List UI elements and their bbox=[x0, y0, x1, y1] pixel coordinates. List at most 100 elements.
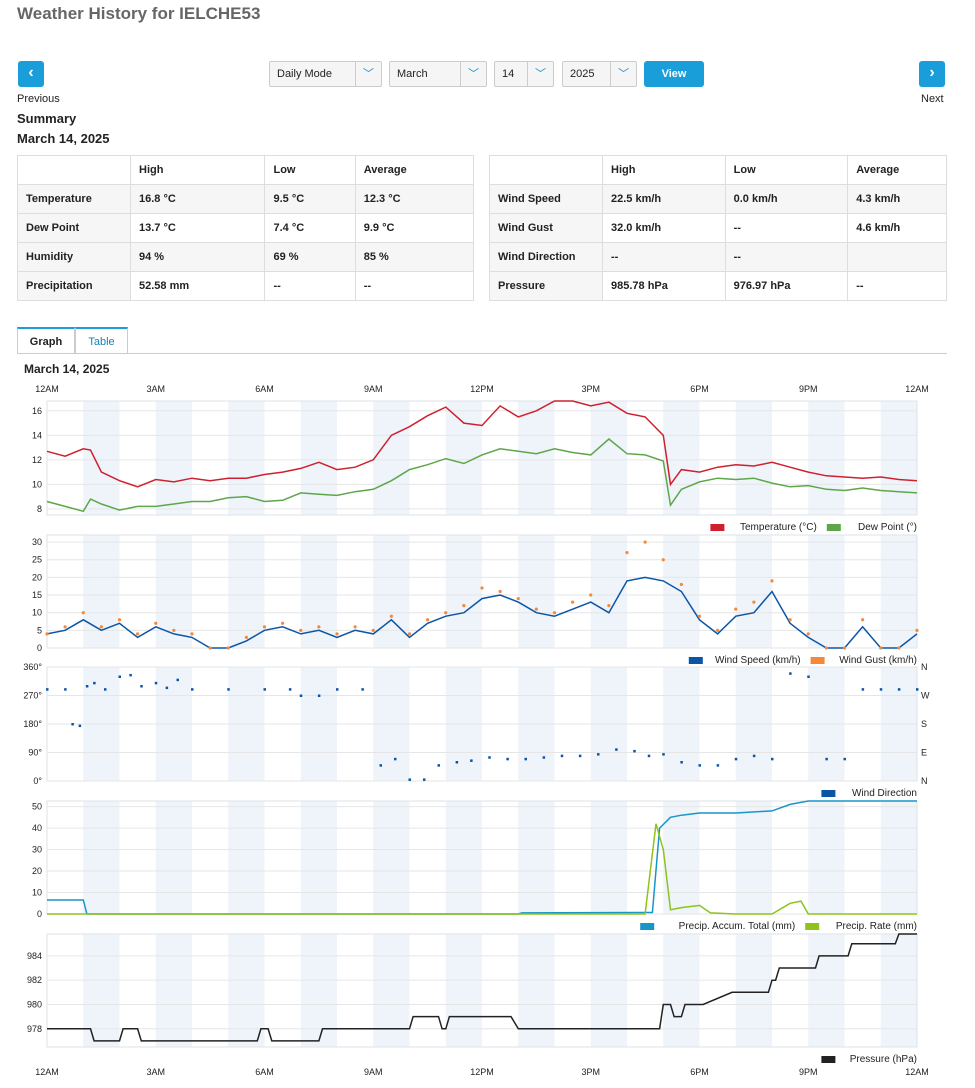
wind-gust-point bbox=[444, 611, 448, 615]
wind-gust-point bbox=[335, 632, 339, 636]
wind-gust-point bbox=[154, 621, 158, 625]
cell-value: 9.9 °C bbox=[354, 213, 475, 243]
tab-table[interactable]: Table bbox=[75, 327, 128, 354]
time-tick-label: 12PM bbox=[470, 384, 494, 394]
series-line bbox=[47, 800, 917, 915]
wind-gust-point bbox=[117, 618, 122, 622]
legend-swatch bbox=[688, 657, 703, 664]
hour-band bbox=[445, 401, 482, 515]
compass-label: N bbox=[921, 776, 928, 786]
wind-gust-point bbox=[45, 632, 49, 636]
hour-band bbox=[445, 667, 482, 781]
summary-table-left: High Low Average Temperature 16.8 °C 9.5 °C 12… bbox=[17, 155, 475, 301]
wind-gust-point bbox=[552, 611, 557, 615]
year-select[interactable]: 2025 ﹀ bbox=[562, 61, 637, 87]
wind-gust-point bbox=[63, 625, 67, 629]
wind-direction-point bbox=[423, 778, 426, 781]
year-value: 2025 bbox=[570, 68, 595, 80]
previous-label[interactable]: Previous bbox=[17, 93, 60, 105]
hour-band bbox=[300, 667, 337, 781]
column-header: Low bbox=[724, 155, 849, 185]
next-button[interactable]: › bbox=[919, 61, 945, 87]
hour-band bbox=[228, 535, 265, 648]
wind-gust-point bbox=[534, 607, 538, 611]
wind-gust-point bbox=[498, 589, 502, 594]
legend-label: Temperature (°C) bbox=[740, 522, 817, 533]
wind-gust-point bbox=[607, 604, 611, 608]
tab-graph[interactable]: Graph bbox=[17, 327, 75, 354]
wind-direction-point bbox=[647, 754, 651, 758]
wind-direction-point bbox=[154, 681, 158, 685]
plot-frame bbox=[46, 400, 918, 516]
chevron-down-icon: ﹀ bbox=[610, 62, 636, 86]
wind-direction-point bbox=[633, 749, 636, 753]
wind-direction-point bbox=[524, 757, 527, 761]
legend-swatch bbox=[821, 790, 836, 797]
row-label: Humidity bbox=[17, 242, 131, 272]
legend-label: Precip. Accum. Total (mm) bbox=[679, 921, 796, 932]
cell-value: 12.3 °C bbox=[354, 184, 475, 214]
hour-band bbox=[518, 401, 555, 515]
wind-direction-point bbox=[615, 748, 618, 751]
series-line bbox=[46, 438, 918, 513]
wind-gust-point bbox=[861, 618, 865, 622]
graph-date: March 14, 2025 bbox=[24, 362, 110, 376]
y-tick-label: 16 bbox=[32, 406, 42, 416]
y-tick-label: 0 bbox=[37, 643, 42, 653]
y-tick-label: 15 bbox=[32, 590, 42, 600]
tabs-divider bbox=[17, 353, 947, 354]
wind-direction-point bbox=[825, 757, 828, 761]
legend-swatch bbox=[826, 524, 841, 531]
wind-gust-point bbox=[426, 618, 430, 622]
wind-direction-point bbox=[916, 688, 919, 691]
cell-value: -- bbox=[264, 271, 356, 301]
day-select[interactable]: 14 ﹀ bbox=[494, 61, 554, 87]
hour-band bbox=[590, 934, 627, 1047]
wind-direction-point bbox=[46, 688, 49, 691]
hour-band bbox=[735, 535, 772, 648]
chevron-right-icon: › bbox=[929, 64, 935, 81]
hour-band bbox=[445, 535, 482, 648]
hour-band bbox=[735, 934, 772, 1047]
series-line bbox=[46, 400, 918, 488]
time-tick-label: 12AM bbox=[35, 1067, 59, 1077]
hour-band bbox=[880, 535, 917, 648]
wind-direction-point bbox=[734, 757, 738, 761]
wind-direction-point bbox=[578, 754, 582, 758]
cell-value: 4.6 km/h bbox=[847, 213, 947, 243]
compass-label: S bbox=[921, 719, 927, 729]
cell-value: -- bbox=[354, 271, 475, 301]
wind-direction-point bbox=[317, 694, 321, 697]
wind-direction-point bbox=[288, 688, 292, 691]
mode-select[interactable]: Daily Mode ﹀ bbox=[269, 61, 382, 87]
time-tick-label: 3AM bbox=[146, 384, 165, 394]
series-line bbox=[46, 576, 918, 649]
hour-band bbox=[518, 934, 555, 1047]
hour-band bbox=[518, 801, 555, 914]
cell-value: 94 % bbox=[129, 242, 266, 272]
wind-direction-point bbox=[488, 756, 491, 759]
hour-band bbox=[445, 801, 482, 914]
next-label[interactable]: Next bbox=[921, 93, 944, 105]
wind-gust-point bbox=[353, 625, 357, 629]
view-button[interactable]: View bbox=[644, 61, 704, 87]
time-tick-label: 3AM bbox=[146, 1067, 165, 1077]
wind-direction-point bbox=[78, 724, 82, 728]
table-row: Precipitation 52.58 mm -- -- bbox=[17, 271, 475, 301]
row-label: Wind Direction bbox=[489, 242, 603, 272]
time-tick-label: 9PM bbox=[799, 384, 818, 394]
hour-band bbox=[590, 667, 627, 781]
month-select[interactable]: March ﹀ bbox=[389, 61, 487, 87]
chevron-down-icon: ﹀ bbox=[355, 62, 381, 86]
previous-button[interactable]: ‹ bbox=[18, 61, 44, 87]
wind-gust-point bbox=[480, 586, 484, 590]
y-tick-label: 270° bbox=[23, 691, 42, 701]
wind-direction-point bbox=[662, 753, 665, 756]
hour-band bbox=[808, 934, 845, 1047]
hour-band bbox=[83, 667, 120, 781]
month-value: March bbox=[397, 68, 428, 80]
wind-direction-point bbox=[597, 753, 600, 756]
legend-swatch bbox=[710, 524, 725, 531]
y-tick-label: 180° bbox=[23, 719, 42, 729]
wind-direction-point bbox=[408, 778, 411, 781]
